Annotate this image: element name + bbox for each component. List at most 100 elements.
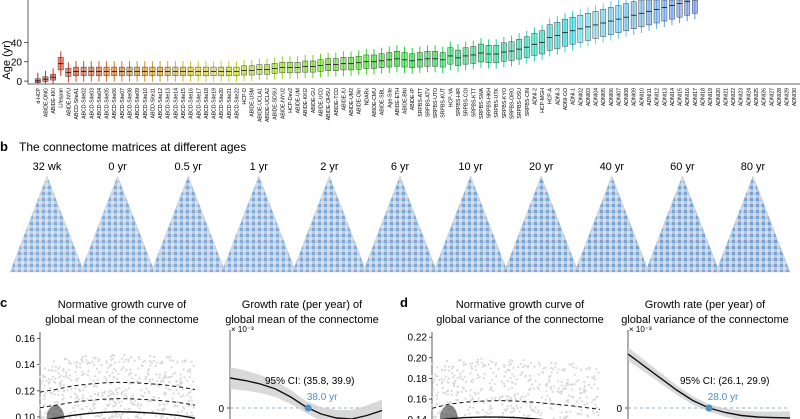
growth-scatter-point bbox=[445, 390, 449, 393]
growth-scatter-point bbox=[172, 392, 175, 395]
growth-scatter-point bbox=[189, 396, 192, 399]
growth-scatter-point bbox=[114, 412, 117, 415]
growth-scatter-point bbox=[556, 371, 559, 374]
growth-scatter-point bbox=[498, 399, 501, 402]
growth-scatter-point bbox=[549, 386, 552, 389]
growth-scatter-point bbox=[45, 379, 48, 382]
growth-scatter-point bbox=[105, 378, 108, 381]
growth-scatter-point bbox=[89, 395, 92, 398]
panel-a-xtick-label: ADNI14 bbox=[670, 88, 676, 106]
panel-a-box bbox=[661, 0, 668, 22]
growth-density-blob bbox=[439, 405, 458, 419]
growth-scatter-point bbox=[487, 363, 490, 366]
growth-scatter-point bbox=[57, 389, 60, 393]
growth-scatter-point bbox=[76, 361, 79, 364]
growth-scatter-point bbox=[463, 375, 466, 378]
growth-ytick-label: 0.12 bbox=[16, 386, 36, 397]
growth-scatter-point bbox=[145, 387, 148, 390]
panel-c-rate-title-line1: Growth rate (per year) of bbox=[242, 299, 363, 311]
growth-scatter-point bbox=[530, 383, 534, 386]
growth-scatter-point bbox=[79, 389, 82, 393]
growth-scatter-point bbox=[572, 395, 575, 399]
growth-scatter-point bbox=[474, 393, 477, 396]
growth-scatter-point bbox=[548, 397, 551, 400]
growth-scatter-point bbox=[124, 393, 127, 396]
panel-a-xtick-label: ABCD-Site06 bbox=[112, 88, 118, 119]
growth-scatter-point bbox=[164, 376, 167, 379]
growth-scatter-point bbox=[153, 355, 156, 359]
growth-density-blob bbox=[46, 405, 65, 419]
panel-b-age-label: 2 yr bbox=[320, 161, 339, 173]
panel-a-xtick-label: ABIDE-ONG bbox=[43, 88, 49, 117]
panel-d: d Normative growth curve of global varia… bbox=[400, 295, 791, 419]
growth-scatter-point bbox=[519, 406, 522, 409]
panel-b-connectome-matrix bbox=[9, 175, 85, 273]
growth-scatter-point bbox=[61, 369, 65, 372]
growth-scatter-point bbox=[40, 382, 43, 385]
growth-scatter-point bbox=[133, 403, 136, 407]
panel-a-yticks: 0 20 40 bbox=[11, 38, 28, 88]
panel-b-age-label: 0.5 yr bbox=[174, 161, 202, 173]
growth-scatter-point bbox=[516, 407, 519, 410]
growth-scatter-point bbox=[81, 370, 84, 374]
growth-scatter-point bbox=[476, 373, 479, 376]
growth-scatter-point bbox=[521, 365, 524, 369]
growth-scatter-point bbox=[136, 380, 139, 383]
growth-scatter-point bbox=[573, 382, 576, 386]
growth-scatter-point bbox=[113, 376, 116, 379]
growth-scatter-point bbox=[191, 414, 194, 417]
panel-a-xtick-label: ADNI29 bbox=[785, 88, 791, 106]
growth-scatter-point bbox=[138, 407, 142, 410]
growth-scatter-point bbox=[593, 378, 596, 381]
growth-scatter-point bbox=[513, 375, 516, 378]
growth-scatter-point bbox=[569, 410, 572, 413]
growth-scatter-point bbox=[112, 393, 115, 396]
growth-scatter-point bbox=[578, 388, 581, 391]
growth-scatter-point bbox=[470, 379, 473, 382]
growth-scatter-point bbox=[53, 401, 56, 404]
panel-a-xtick-label: SRPBS-COI bbox=[464, 88, 470, 117]
growth-scatter-point bbox=[461, 378, 465, 381]
growth-scatter-point bbox=[97, 414, 100, 418]
growth-scatter-point bbox=[493, 382, 496, 386]
growth-scatter-point bbox=[105, 360, 108, 363]
growth-scatter-point bbox=[468, 406, 472, 409]
growth-scatter-point bbox=[130, 401, 133, 404]
growth-scatter-point bbox=[123, 353, 126, 357]
growth-scatter-point bbox=[54, 369, 57, 373]
panel-a-xtick-label: ADNI11 bbox=[647, 88, 653, 106]
growth-scatter-point bbox=[176, 405, 179, 408]
panel-a-xtick-label: SRPBS-HIR bbox=[456, 88, 462, 117]
growth-scatter-point bbox=[81, 355, 84, 359]
growth-scatter-point bbox=[450, 372, 454, 375]
growth-scatter-point bbox=[577, 378, 580, 382]
growth-scatter-point bbox=[447, 377, 450, 380]
growth-scatter-point bbox=[432, 381, 435, 384]
panel-a-xtick-label: ABIDE-UCLA2 bbox=[265, 88, 271, 122]
growth-scatter-point bbox=[488, 406, 491, 409]
growth-scatter-point bbox=[175, 384, 178, 387]
growth-scatter-point bbox=[471, 362, 474, 365]
growth-scatter-point bbox=[120, 392, 123, 396]
growth-ytick-label: 0.16 bbox=[16, 334, 36, 345]
growth-scatter-point bbox=[548, 375, 551, 379]
panel-b-age-label: 10 yr bbox=[458, 161, 483, 173]
growth-scatter-point bbox=[158, 373, 161, 376]
growth-scatter-point bbox=[44, 412, 47, 415]
growth-scatter-point bbox=[566, 383, 570, 387]
growth-scatter-point bbox=[442, 391, 445, 394]
panel-a-xtick-label: ABIDE-KKI bbox=[51, 88, 57, 114]
growth-scatter-point bbox=[432, 414, 435, 417]
growth-scatter-point bbox=[529, 387, 532, 390]
growth-scatter-point bbox=[593, 383, 596, 386]
growth-scatter-point bbox=[67, 368, 71, 371]
growth-scatter-point bbox=[76, 396, 79, 399]
growth-scatter-point bbox=[109, 355, 113, 358]
growth-scatter-point bbox=[519, 362, 522, 365]
growth-scatter-point bbox=[455, 394, 458, 397]
growth-scatter-point bbox=[162, 392, 166, 395]
growth-scatter-point bbox=[570, 395, 573, 398]
growth-scatter-point bbox=[92, 385, 95, 388]
growth-scatter-point bbox=[162, 380, 165, 383]
panel-a-xtick-label: SRPBS-OSU bbox=[517, 88, 523, 119]
